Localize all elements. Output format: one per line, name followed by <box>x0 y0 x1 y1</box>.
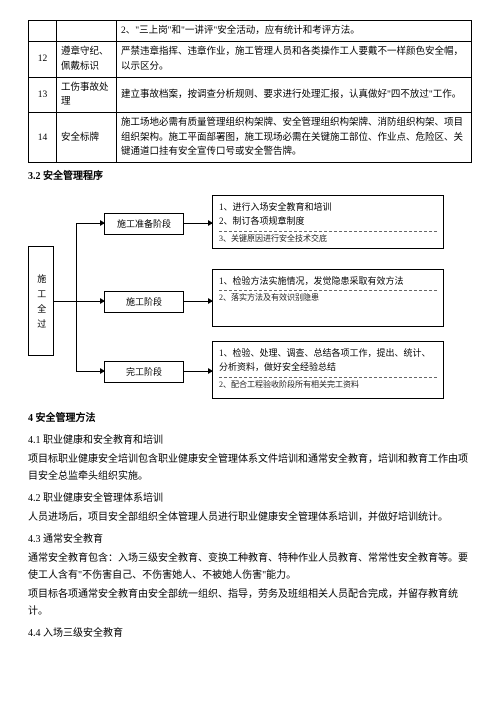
r14-desc: 施工场地必需有质量管理组织构架牌、安全管理组织构架牌、消防组织构架、项目组织架构… <box>117 113 472 163</box>
d2b: 2、落实方法及有效识别隐患 <box>219 292 319 305</box>
r13-num: 13 <box>29 77 57 113</box>
dash3 <box>219 377 437 378</box>
r14-title: 安全标牌 <box>57 113 117 163</box>
root-box: 施工全过 <box>28 246 54 356</box>
safety-table: 2、"三上岗"和"一讲评"安全活动，应有统计和考评方法。 12 遵章守纪、佩戴标… <box>28 20 472 163</box>
body-4-2: 人员进场后，项目安全部组织全体管理人员进行职业健康安全管理体系培训，并做好培训统… <box>28 509 472 526</box>
desc3-box: 1、检验、处理、调查、总结各项工作，提出、统计、分析资料，做好安全经验总结 2、… <box>212 341 444 399</box>
heading-4-4: 4.4 入场三级安全教育 <box>28 626 472 642</box>
heading-4-3: 4.3 通常安全教育 <box>28 532 472 548</box>
cell-blank1 <box>29 21 57 42</box>
desc2-box: 1、检验方法实施情况，发觉隐患采取有效方法 2、落实方法及有效识别隐患 <box>212 269 444 327</box>
line-vert-bus <box>76 223 77 371</box>
heading-4-2: 4.2 职业健康安全管理体系培训 <box>28 491 472 507</box>
d1a: 1、进行入场安全教育和培训 <box>219 200 332 214</box>
r13-desc: 建立事故档案，按调查分析规则、要求进行处理汇报，认真做好"四不放过"工作。 <box>117 77 472 113</box>
d1b: 2、制订各项规章制度 <box>219 214 305 228</box>
dash1 <box>219 231 437 232</box>
d3b: 2、配合工程验收阶段所有相关完工资料 <box>219 379 359 392</box>
line-to-stage3 <box>76 371 104 372</box>
r12-desc: 严禁违章指挥、违章作业，施工管理人员和各类操作工人要戴不一样颜色安全帽，以示区分… <box>117 42 472 78</box>
line-stage1-desc <box>184 223 212 224</box>
r12-title: 遵章守纪、佩戴标识 <box>57 42 117 78</box>
body-4-3a: 通常安全教育包含：入场三级安全教育、变换工种教育、特种作业人员教育、常常性安全教… <box>28 550 472 584</box>
r14-num: 14 <box>29 113 57 163</box>
stage3-box: 完工阶段 <box>104 361 184 383</box>
r13-title: 工伤事故处理 <box>57 77 117 113</box>
line-root-out <box>54 301 76 302</box>
stage2-box: 施工阶段 <box>104 291 184 313</box>
row0-desc: 2、"三上岗"和"一讲评"安全活动，应有统计和考评方法。 <box>117 21 472 42</box>
heading-4-1: 4.1 职业健康和安全教育和培训 <box>28 433 472 449</box>
cell-blank2 <box>57 21 117 42</box>
dash2 <box>219 290 437 291</box>
line-to-stage1 <box>76 223 104 224</box>
d1c: 3、关键原因进行安全技术交底 <box>219 233 327 246</box>
r12-num: 12 <box>29 42 57 78</box>
d3a: 1、检验、处理、调查、总结各项工作，提出、统计、分析资料，做好安全经验总结 <box>219 346 437 375</box>
body-4-3b: 项目标各项通常安全教育由安全部统一组织、指导，劳务及班组相关人员配合完成，并留存… <box>28 586 472 620</box>
stage1-box: 施工准备阶段 <box>104 213 184 235</box>
desc1-box: 1、进行入场安全教育和培训 2、制订各项规章制度 3、关键原因进行安全技术交底 <box>212 195 444 249</box>
line-stage3-desc <box>184 371 212 372</box>
heading-4: 4 安全管理方法 <box>28 411 472 427</box>
d2a: 1、检验方法实施情况，发觉隐患采取有效方法 <box>219 274 404 288</box>
line-stage2-desc <box>184 301 212 302</box>
line-to-stage2 <box>76 301 104 302</box>
heading-3-2: 3.2 安全管理程序 <box>28 169 472 185</box>
body-4-1: 项目标职业健康安全培训包含职业健康安全管理体系文件培训和通常安全教育，培训和教育… <box>28 451 472 485</box>
flow-diagram: 施工全过 施工准备阶段 1、进行入场安全教育和培训 2、制订各项规章制度 3、关… <box>28 191 468 401</box>
